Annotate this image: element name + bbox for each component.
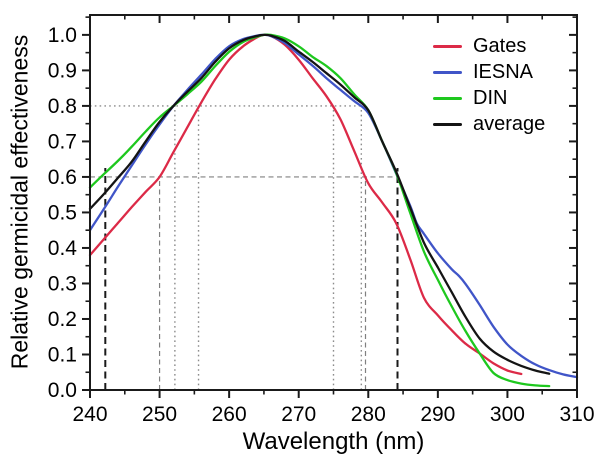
legend-label-iesna: IESNA (473, 61, 534, 83)
iesna-line-swatch (433, 70, 462, 74)
y-tick-label-0.3: 0.3 (48, 272, 77, 295)
x-tick-label-270: 270 (281, 403, 316, 426)
y-tick-label-0.0: 0.0 (48, 379, 77, 402)
legend-label-din: DIN (473, 87, 508, 109)
legend-item-gates: Gates (433, 33, 545, 59)
y-tick-label-0.9: 0.9 (48, 59, 77, 82)
legend-item-din: DIN (433, 85, 545, 111)
legend: Gates IESNA DIN average (433, 33, 545, 137)
curve-average (88, 33, 551, 375)
x-tick-label-250: 250 (142, 403, 177, 426)
y-tick-label-0.7: 0.7 (48, 130, 77, 153)
average-line-swatch (433, 122, 462, 126)
legend-item-iesna: IESNA (433, 59, 545, 85)
y-tick-label-0.4: 0.4 (48, 237, 78, 260)
curve-gates (88, 33, 523, 376)
gates-line-swatch (433, 44, 462, 48)
y-axis-title: Relative germicidal effectiveness (6, 34, 33, 370)
x-tick-label-280: 280 (351, 403, 386, 426)
x-axis-title: Wavelength (nm) (242, 428, 425, 455)
x-tick-label-240: 240 (72, 403, 107, 426)
y-tick-label-0.8: 0.8 (48, 95, 77, 118)
x-tick-label-310: 310 (559, 403, 594, 426)
legend-label-gates: Gates (473, 35, 527, 57)
x-tick-label-260: 260 (212, 403, 247, 426)
x-tick-label-290: 290 (420, 403, 455, 426)
din-line-swatch (433, 96, 462, 100)
y-tick-label-1.0: 1.0 (48, 24, 77, 47)
y-tick-label-0.5: 0.5 (48, 201, 77, 224)
y-tick-label-0.2: 0.2 (48, 308, 77, 331)
y-tick-label-0.6: 0.6 (48, 166, 77, 189)
y-tick-label-0.1: 0.1 (48, 343, 77, 366)
legend-item-average: average (433, 111, 545, 137)
x-tick-label-300: 300 (490, 403, 525, 426)
legend-label-average: average (473, 113, 546, 135)
